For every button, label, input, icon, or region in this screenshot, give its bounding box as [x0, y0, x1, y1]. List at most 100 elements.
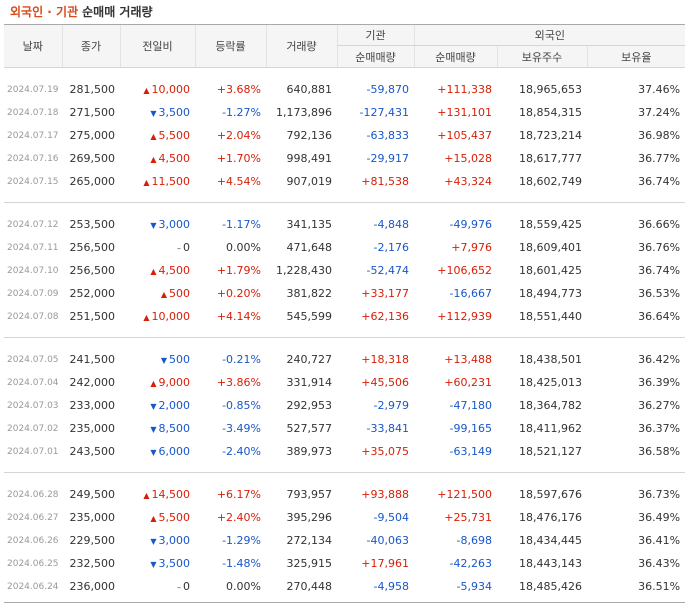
cell-ratio: 37.24% — [638, 106, 681, 119]
cell-ratio: 36.76% — [638, 241, 681, 254]
cell-date: 2024.06.27 — [7, 512, 59, 523]
cell-inst: +93,888 — [361, 488, 409, 501]
cell-close: 241,500 — [69, 353, 116, 366]
cell-hold: 18,617,777 — [519, 152, 582, 165]
cell-inst: -33,841 — [366, 422, 409, 435]
table-row: 2024.07.10 256,500 ▲ 4,500 +1.79% 1,228,430 -5… — [4, 259, 685, 282]
cell-ratio: 36.58% — [638, 445, 681, 458]
cell-hold: 18,476,176 — [519, 511, 582, 524]
cell-date: 2024.07.04 — [7, 377, 59, 388]
cell-change: ▼ 3,000 — [120, 213, 195, 236]
cell-inst: -40,063 — [366, 534, 409, 547]
cell-date: 2024.06.26 — [7, 535, 59, 546]
cell-date: 2024.07.17 — [7, 130, 59, 141]
dash-icon: – — [177, 244, 181, 253]
cell-hold: 18,411,962 — [519, 422, 582, 435]
cell-volume: 389,973 — [286, 445, 333, 458]
cell-hold: 18,425,013 — [519, 376, 582, 389]
change-value: 10,000 — [151, 83, 191, 96]
change-value: 500 — [169, 287, 190, 300]
header-close: 종가 — [61, 24, 120, 68]
cell-change: ▲ 9,000 — [120, 371, 195, 394]
cell-volume: 1,173,896 — [276, 106, 332, 119]
header-foreign-net: 순매매량 — [413, 45, 497, 68]
table-row: 2024.06.28 249,500 ▲ 14,500 +6.17% 793,957 +93… — [4, 483, 685, 506]
cell-date: 2024.07.19 — [7, 84, 59, 95]
cell-foreign: -47,180 — [449, 399, 492, 412]
cell-date: 2024.07.03 — [7, 400, 59, 411]
table-row: 2024.07.03 233,000 ▼ 2,000 -0.85% 292,953 -2,9… — [4, 394, 685, 417]
cell-date: 2024.07.09 — [7, 288, 59, 299]
change-value: 0 — [183, 241, 190, 254]
cell-change: –0 — [120, 575, 195, 598]
cell-inst: -4,848 — [373, 218, 409, 231]
cell-volume: 792,136 — [286, 129, 333, 142]
cell-rate: -0.85% — [222, 399, 261, 412]
change-value: 3,500 — [158, 106, 191, 119]
triangle-down-icon: ▼ — [150, 221, 157, 230]
cell-close: 235,000 — [69, 422, 116, 435]
cell-inst: -59,870 — [366, 83, 409, 96]
cell-volume: 1,228,430 — [276, 264, 332, 277]
triangle-down-icon: ▼ — [150, 109, 157, 118]
table-row: 2024.07.02 235,000 ▼ 8,500 -3.49% 527,577 -33,… — [4, 417, 685, 440]
cell-inst: +45,506 — [361, 376, 409, 389]
cell-change: ▲ 10,000 — [120, 305, 195, 328]
cell-ratio: 36.77% — [638, 152, 681, 165]
cell-inst: +81,538 — [361, 175, 409, 188]
cell-rate: +6.17% — [216, 488, 261, 501]
cell-date: 2024.07.02 — [7, 423, 59, 434]
cell-ratio: 36.49% — [638, 511, 681, 524]
change-value: 5,500 — [158, 129, 191, 142]
change-value: 3,500 — [158, 557, 191, 570]
triangle-up-icon: ▲ — [143, 86, 150, 95]
cell-inst: -9,504 — [373, 511, 409, 524]
cell-date: 2024.07.08 — [7, 311, 59, 322]
section-title: 외국인 · 기관 순매매 거래량 — [10, 3, 153, 21]
cell-hold: 18,494,773 — [519, 287, 582, 300]
cell-change: ▲ 10,000 — [120, 78, 195, 101]
cell-change: ▼ 6,000 — [120, 440, 195, 463]
cell-date: 2024.07.12 — [7, 219, 59, 230]
cell-inst: -29,917 — [366, 152, 409, 165]
cell-change: ▲ 500 — [120, 282, 195, 305]
cell-close: 235,000 — [69, 511, 116, 524]
cell-close: 256,500 — [69, 241, 116, 254]
cell-close: 252,000 — [69, 287, 116, 300]
cell-close: 275,000 — [69, 129, 116, 142]
cell-hold: 18,521,127 — [519, 445, 582, 458]
cell-volume: 793,957 — [286, 488, 333, 501]
cell-ratio: 37.46% — [638, 83, 681, 96]
cell-change: ▲ 4,500 — [120, 147, 195, 170]
cell-rate: +1.70% — [216, 152, 261, 165]
cell-inst: -63,833 — [366, 129, 409, 142]
header-volume: 거래량 — [265, 24, 337, 68]
cell-date: 2024.06.24 — [7, 581, 59, 592]
cell-change: ▼ 3,500 — [120, 552, 195, 575]
cell-ratio: 36.27% — [638, 399, 681, 412]
cell-rate: -3.49% — [222, 422, 261, 435]
table-row: 2024.07.09 252,000 ▲ 500 +0.20% 381,822 +33,17… — [4, 282, 685, 305]
change-value: 2,000 — [158, 399, 191, 412]
change-value: 3,000 — [158, 218, 191, 231]
table-row: 2024.07.11 256,500 –0 0.00% 471,648 -2,176 +7,… — [4, 236, 685, 259]
change-value: 0 — [183, 580, 190, 593]
cell-foreign: +7,976 — [451, 241, 492, 254]
table-row: 2024.07.15 265,000 ▲ 11,500 +4.54% 907,019 +81… — [4, 170, 685, 193]
change-value: 11,500 — [151, 175, 191, 188]
cell-hold: 18,551,440 — [519, 310, 582, 323]
triangle-up-icon: ▲ — [150, 155, 157, 164]
triangle-up-icon: ▲ — [150, 267, 157, 276]
change-value: 6,000 — [158, 445, 191, 458]
cell-hold: 18,434,445 — [519, 534, 582, 547]
table-row: 2024.06.26 229,500 ▼ 3,000 -1.29% 272,134 -40,… — [4, 529, 685, 552]
cell-foreign: +25,731 — [444, 511, 492, 524]
cell-rate: -0.21% — [222, 353, 261, 366]
cell-foreign: -16,667 — [449, 287, 492, 300]
cell-ratio: 36.41% — [638, 534, 681, 547]
cell-foreign: +112,939 — [437, 310, 492, 323]
header-foreign: 외국인 — [413, 24, 686, 46]
cell-foreign: +13,488 — [444, 353, 492, 366]
cell-volume: 292,953 — [286, 399, 333, 412]
cell-hold: 18,364,782 — [519, 399, 582, 412]
